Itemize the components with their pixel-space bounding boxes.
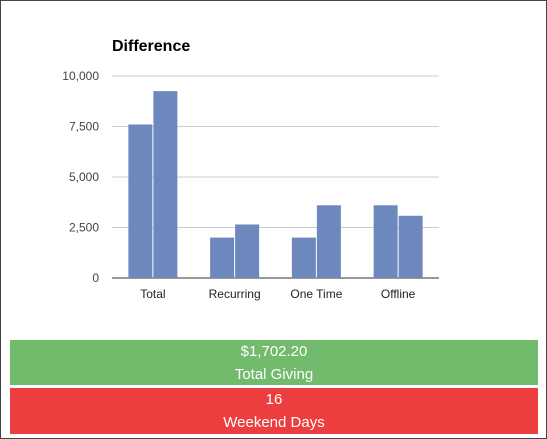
y-tick-label: 7,500 — [69, 120, 99, 134]
total-giving-value: $1,702.20 — [240, 343, 308, 360]
bar — [398, 215, 423, 278]
total-giving-card: $1,702.20 Total Giving — [10, 340, 538, 385]
weekend-days-value: 16 — [265, 391, 283, 408]
bar — [373, 205, 398, 278]
y-tick-label: 5,000 — [69, 170, 99, 184]
y-tick-label: 0 — [92, 271, 99, 285]
chart-labels: 0 2,500 5,000 7,500 10,000 Total Recurring One … — [62, 69, 415, 301]
bar — [153, 91, 178, 279]
total-giving-label: Total Giving — [234, 366, 314, 383]
bar — [235, 224, 260, 278]
chart-svg: Difference 0 2,500 5,000 7,500 10,000 Total Re… — [62, 38, 439, 301]
bar — [316, 205, 341, 278]
bar — [210, 237, 235, 278]
bar — [128, 124, 153, 278]
weekend-days-label: Weekend Days — [223, 414, 325, 431]
difference-chart: Difference 0 2,500 5,000 7,500 10,000 Total Re… — [1, 1, 546, 336]
chart-bars — [128, 91, 423, 279]
y-tick-label: 10,000 — [62, 69, 99, 83]
bar — [291, 237, 316, 278]
x-tick-label: One Time — [290, 287, 342, 301]
weekend-days-card: 16 Weekend Days — [10, 388, 538, 434]
x-tick-label: Total — [140, 287, 165, 301]
x-tick-label: Offline — [381, 287, 416, 301]
y-tick-label: 2,500 — [69, 221, 99, 235]
x-tick-label: Recurring — [209, 287, 261, 301]
chart-title: Difference — [112, 38, 190, 55]
